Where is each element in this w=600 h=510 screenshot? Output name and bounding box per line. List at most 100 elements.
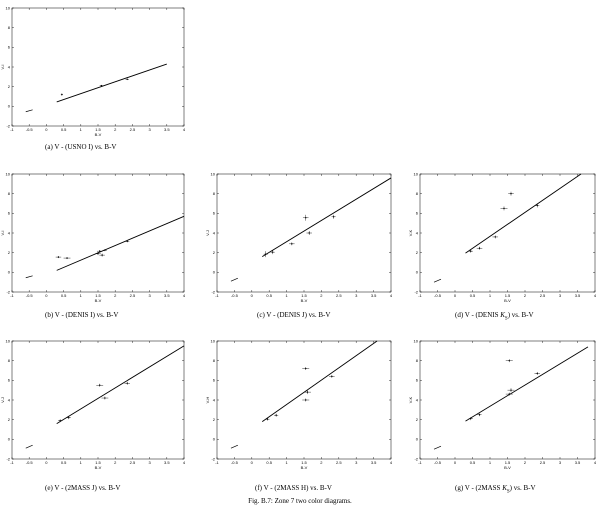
chart-f-ytick-label: 6	[213, 378, 216, 383]
chart-f-point	[304, 390, 311, 395]
chart-a-xtick-label: 3	[148, 127, 151, 132]
chart-d-ytick-label: 10	[414, 171, 419, 176]
chart-f-xtick-label: 3.5	[371, 460, 377, 465]
chart-g-point	[534, 371, 541, 375]
chart-b-point	[55, 256, 62, 259]
chart-c-xtick-label: 3	[355, 293, 358, 298]
chart-f-xtick-label: 0	[251, 460, 254, 465]
chart-f-xtick-label: -0.5	[231, 460, 239, 465]
chart-g-caption: (g) V - (2MASS KS) vs. B-V	[455, 484, 536, 495]
chart-c-frame	[216, 173, 392, 293]
chart-c-xtick-label: -0.5	[231, 293, 239, 298]
chart-c-ref-line	[230, 277, 239, 282]
chart-a-xtick-label: 0	[45, 127, 48, 132]
chart-e-point	[101, 396, 109, 400]
chart-e-ytick-label: 10	[6, 338, 11, 343]
chart-d-svg: -1 -0.5 0 0.5 1 1.5 2 2.5 3 3.5 4 -2 0 2 4 6 8 10 B-V V-K	[408, 171, 597, 303]
chart-c-xtick-label: 1.5	[301, 293, 307, 298]
chart-e-xtick-label: 4	[183, 460, 186, 465]
chart-a-point	[125, 78, 129, 81]
chart-b-point	[63, 257, 71, 260]
chart-c-xtick-label: -1	[215, 293, 219, 298]
chart-d-point	[492, 235, 499, 239]
chart-g-fit-line	[465, 346, 589, 422]
chart-b-xtick-label: 1	[80, 293, 83, 298]
chart-d-point	[535, 203, 540, 208]
chart-d-xtick-label: 0.5	[470, 293, 476, 298]
chart-a-xtick-label: 0.5	[61, 127, 67, 132]
chart-g-ylabel: V-K	[408, 396, 413, 403]
chart-g-xtick-label: 2	[524, 460, 527, 465]
chart-panel-e: -1 -0.5 0 0.5 1 1.5 2 2.5 3 3.5 4 -2 0 2 4 6 8 10 B-V V-J (…	[0, 334, 200, 494]
chart-f-point	[302, 367, 310, 371]
chart-g-xtick-label: -0.5	[434, 460, 442, 465]
chart-a-xtick-label: 2.5	[130, 127, 136, 132]
chart-b-point	[95, 252, 101, 256]
chart-g-svg: -1 -0.5 0 0.5 1 1.5 2 2.5 3 3.5 4 -2 0 2 4 6 8 10 B-V V-K	[408, 338, 597, 470]
chart-c-svg: -1 -0.5 0 0.5 1 1.5 2 2.5 3 3.5 4 -2 0 2 4 6 8 10 B-V V-J	[205, 171, 393, 303]
chart-f-xtick-label: -1	[215, 460, 219, 465]
chart-b-ytick-label: 6	[8, 211, 11, 216]
chart-d-ytick-label: 0	[416, 270, 419, 275]
chart-f-xtick-label: 4	[390, 460, 393, 465]
chart-b-ytick-label: 2	[8, 250, 11, 255]
chart-a-ytick-label: 6	[8, 45, 11, 50]
chart-b-ytick-label: 10	[6, 171, 11, 176]
chart-f-svg: -1 -0.5 0 0.5 1 1.5 2 2.5 3 3.5 4 -2 0 2 4 6 8 10 B-V V-H	[205, 338, 393, 470]
chart-f-xtick-label: 3	[355, 460, 358, 465]
chart-a-fit-line	[56, 63, 167, 103]
chart-b-point	[102, 249, 107, 252]
chart-f-xtick-label: 1.5	[301, 460, 307, 465]
chart-f-ref-line	[230, 444, 239, 449]
chart-b-frame	[11, 173, 185, 293]
chart-a-xlabel: B-V	[95, 132, 102, 137]
chart-d-xtick-label: 3.5	[575, 293, 581, 298]
chart-f-xtick-label: 2	[320, 460, 323, 465]
chart-f-xlabel: B-V	[301, 465, 308, 470]
chart-panel-d: -1 -0.5 0 0.5 1 1.5 2 2.5 3 3.5 4 -2 0 2 4 6 8 10 B-V V-K (…	[408, 167, 600, 327]
chart-e-ytick-label: 6	[8, 378, 11, 383]
chart-a-ytick-label: 4	[8, 64, 11, 69]
chart-b-ylabel: V-I	[0, 231, 5, 236]
chart-d-point	[508, 191, 514, 196]
chart-panel-g: -1 -0.5 0 0.5 1 1.5 2 2.5 3 3.5 4 -2 0 2 4 6 8 10 B-V V-K (…	[408, 334, 600, 495]
chart-f-ylabel: V-H	[205, 397, 210, 404]
chart-e-point	[124, 381, 130, 385]
chart-g-point	[468, 417, 473, 421]
chart-b-xtick-label: 2	[114, 293, 117, 298]
chart-g-ytick-label: 4	[416, 397, 419, 402]
chart-g-point	[507, 388, 515, 393]
chart-e-xtick-label: 2	[114, 460, 117, 465]
chart-d-ylabel: V-K	[408, 229, 413, 236]
chart-g-ytick-label: 8	[416, 358, 419, 363]
chart-e-xtick-label: -1	[10, 460, 14, 465]
chart-b-point	[96, 250, 103, 253]
chart-d-xtick-label: 2.5	[540, 293, 546, 298]
chart-b-xtick-label: 0.5	[61, 293, 67, 298]
chart-c-xtick-label: 4	[390, 293, 393, 298]
chart-e-ytick-label: 2	[8, 417, 11, 422]
chart-e-point	[58, 419, 63, 423]
chart-c-xlabel: B-V	[301, 298, 308, 303]
chart-e-ytick-label: 4	[8, 397, 11, 402]
chart-e-point	[66, 416, 71, 420]
chart-c-ytick-label: 8	[213, 191, 216, 196]
chart-e-svg: -1 -0.5 0 0.5 1 1.5 2 2.5 3 3.5 4 -2 0 2 4 6 8 10 B-V V-J	[0, 338, 186, 470]
chart-g-xlabel: B-V	[504, 465, 511, 470]
chart-b-xtick-label: 3	[148, 293, 151, 298]
chart-d-ytick-label: 8	[416, 191, 419, 196]
chart-c-point	[306, 231, 313, 235]
chart-d-xlabel: B-V	[504, 298, 511, 303]
chart-g-xtick-label: -1	[418, 460, 422, 465]
chart-a-caption: (a) V - (USNO I) vs. B-V	[45, 143, 117, 151]
chart-g-xtick-label: 0	[454, 460, 457, 465]
chart-a-ytick-label: 0	[8, 104, 11, 109]
chart-f-point	[265, 417, 270, 421]
chart-f-ytick-label: 4	[213, 397, 216, 402]
chart-e-xtick-label: 1.5	[95, 460, 101, 465]
chart-a-ytick-label: -2	[6, 123, 10, 128]
chart-panel-c: -1 -0.5 0 0.5 1 1.5 2 2.5 3 3.5 4 -2 0 2 4 6 8 10 B-V V-J (…	[205, 167, 405, 327]
chart-e-xtick-label: -0.5	[26, 460, 34, 465]
chart-c-xtick-label: 1	[285, 293, 288, 298]
chart-c-ylabel: V-J	[205, 230, 210, 236]
